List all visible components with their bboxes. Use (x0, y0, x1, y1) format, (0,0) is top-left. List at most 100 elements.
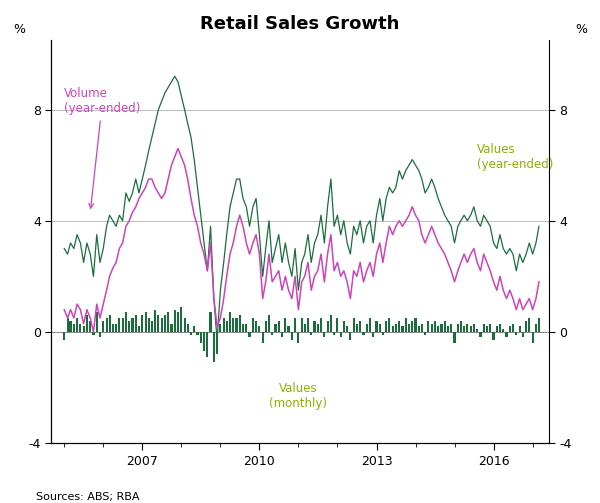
Bar (304, 323, 306, 332)
Bar (392, 326, 394, 332)
Bar (79, 323, 82, 332)
Bar (213, 332, 215, 363)
Bar (440, 323, 443, 332)
Bar (138, 326, 140, 332)
Title: Retail Sales Growth: Retail Sales Growth (200, 15, 400, 33)
Text: %: % (13, 23, 25, 36)
Bar (125, 312, 127, 332)
Bar (291, 332, 293, 340)
Bar (473, 323, 475, 332)
Bar (131, 318, 134, 332)
Bar (83, 326, 85, 332)
Bar (337, 318, 338, 332)
Bar (235, 318, 238, 332)
Bar (203, 332, 205, 352)
Bar (141, 315, 143, 332)
Bar (170, 323, 173, 332)
Bar (496, 326, 498, 332)
Bar (518, 326, 521, 332)
Bar (145, 312, 146, 332)
Bar (522, 332, 524, 338)
Bar (229, 312, 231, 332)
Bar (209, 312, 212, 332)
Bar (151, 321, 153, 332)
Bar (320, 318, 322, 332)
Bar (281, 332, 283, 338)
Bar (193, 326, 195, 332)
Bar (89, 321, 91, 332)
Bar (115, 323, 117, 332)
Bar (206, 332, 208, 357)
Bar (287, 326, 290, 332)
Bar (109, 315, 110, 332)
Bar (434, 321, 436, 332)
Bar (415, 318, 416, 332)
Bar (248, 332, 251, 338)
Bar (362, 332, 365, 334)
Bar (470, 326, 472, 332)
Bar (493, 332, 494, 340)
Bar (95, 312, 98, 332)
Bar (317, 323, 319, 332)
Bar (486, 326, 488, 332)
Bar (379, 323, 381, 332)
Bar (509, 326, 511, 332)
Bar (382, 332, 384, 334)
Bar (284, 318, 286, 332)
Bar (404, 318, 407, 332)
Bar (313, 321, 316, 332)
Bar (187, 323, 189, 332)
Bar (86, 315, 88, 332)
Bar (157, 315, 160, 332)
Bar (528, 318, 530, 332)
Bar (443, 321, 446, 332)
Bar (447, 326, 449, 332)
Bar (340, 332, 342, 338)
Bar (216, 332, 218, 354)
Bar (259, 326, 260, 332)
Bar (463, 326, 465, 332)
Bar (482, 323, 485, 332)
Bar (421, 323, 423, 332)
Bar (424, 332, 426, 334)
Bar (232, 318, 234, 332)
Bar (454, 332, 455, 343)
Bar (346, 326, 348, 332)
Bar (63, 332, 65, 340)
Bar (154, 310, 156, 332)
Bar (365, 323, 368, 332)
Text: Values
(year-ended): Values (year-ended) (477, 143, 554, 171)
Bar (265, 321, 267, 332)
Bar (252, 318, 254, 332)
Bar (388, 318, 391, 332)
Bar (431, 323, 433, 332)
Bar (330, 315, 332, 332)
Bar (190, 332, 192, 334)
Bar (161, 318, 163, 332)
Text: Sources: ABS; RBA: Sources: ABS; RBA (36, 492, 139, 502)
Text: Volume
(year-ended): Volume (year-ended) (64, 88, 140, 208)
Bar (196, 332, 199, 334)
Bar (173, 310, 176, 332)
Bar (245, 323, 247, 332)
Bar (505, 332, 508, 338)
Bar (67, 318, 68, 332)
Bar (333, 332, 335, 334)
Bar (294, 318, 296, 332)
Bar (538, 318, 540, 332)
Bar (99, 332, 101, 338)
Bar (349, 332, 352, 340)
Bar (307, 318, 309, 332)
Bar (184, 318, 185, 332)
Bar (118, 318, 121, 332)
Bar (385, 321, 387, 332)
Bar (200, 332, 202, 343)
Bar (479, 332, 482, 338)
Bar (535, 323, 537, 332)
Text: %: % (575, 23, 587, 36)
Bar (134, 315, 137, 332)
Bar (515, 332, 517, 334)
Bar (92, 332, 95, 334)
Bar (408, 323, 410, 332)
Bar (369, 318, 371, 332)
